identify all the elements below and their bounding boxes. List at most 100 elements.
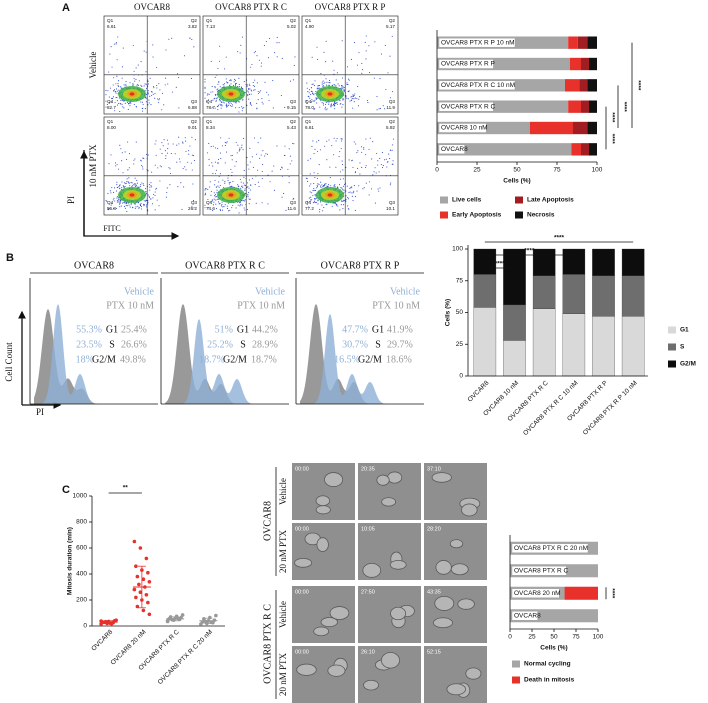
legend-label: G1 <box>680 327 689 334</box>
event-dot <box>116 201 118 203</box>
quadrant-name: Q4 <box>206 200 213 205</box>
density <box>129 193 135 197</box>
axis-title: Cells (%) <box>540 645 567 652</box>
event-dot <box>308 89 310 91</box>
event-dot <box>227 202 229 204</box>
event-dot <box>247 196 249 198</box>
event-dot <box>158 205 160 207</box>
event-dot <box>178 158 181 160</box>
event-dot <box>193 207 195 209</box>
quadrant-name: Q1 <box>206 18 213 23</box>
event-dot <box>319 185 322 187</box>
event-dot <box>126 178 128 180</box>
event-dot <box>322 80 324 82</box>
cell <box>363 679 380 691</box>
event-dot <box>130 102 132 104</box>
event-dot <box>165 77 167 79</box>
event-dot <box>248 187 250 189</box>
event-dot <box>353 190 355 192</box>
event-dot <box>348 159 350 161</box>
event-dot <box>338 184 341 186</box>
quadrant-value: 4.90 <box>305 24 314 29</box>
event-dot <box>217 104 220 106</box>
bar-segment <box>592 275 615 317</box>
axis-title: Mitosis duration (min) <box>67 527 74 595</box>
event-dot <box>116 97 118 99</box>
phase-value: 49.8% <box>120 354 146 365</box>
phase-value: 25.4% <box>121 324 147 335</box>
axis-label: Cell Count <box>4 342 14 382</box>
event-dot <box>391 35 393 37</box>
event-dot <box>134 80 136 82</box>
event-dot <box>350 99 352 102</box>
event-dot <box>308 96 310 98</box>
event-dot <box>142 103 144 105</box>
event-dot <box>219 99 221 101</box>
event-dot <box>260 62 262 64</box>
event-dot <box>136 186 138 188</box>
event-dot <box>127 108 129 111</box>
event-dot <box>218 181 220 183</box>
event-dot <box>314 85 316 87</box>
row-label: Vehicle <box>278 601 288 628</box>
x-tick-label: 25 <box>473 167 481 174</box>
event-dot <box>214 184 216 186</box>
event-dot <box>191 154 193 156</box>
event-dot <box>160 166 162 168</box>
event-dot <box>273 189 275 191</box>
event-dot <box>113 197 115 199</box>
event-dot <box>135 206 137 208</box>
event-dot <box>230 79 232 81</box>
event-dot <box>257 169 259 171</box>
event-dot <box>314 198 316 200</box>
event-dot <box>347 205 349 207</box>
event-dot <box>246 157 248 159</box>
quadrant-name: Q2 <box>389 119 396 124</box>
event-dot <box>212 210 214 212</box>
event-dot <box>116 104 118 106</box>
bar-segment <box>592 248 615 276</box>
event-dot <box>112 84 114 86</box>
event-dot <box>118 85 120 88</box>
event-dot <box>244 185 247 187</box>
x-tick-label: 100 <box>592 167 603 174</box>
event-dot <box>172 143 174 145</box>
event-dot <box>134 185 136 188</box>
event-dot <box>143 50 145 52</box>
event-dot <box>319 106 321 108</box>
event-dot <box>223 85 225 87</box>
event-dot <box>133 163 135 165</box>
event-dot <box>229 181 231 183</box>
event-dot <box>225 81 228 83</box>
event-dot <box>249 198 251 200</box>
event-dot <box>312 100 314 102</box>
event-dot <box>359 162 361 164</box>
event-dot <box>215 208 218 210</box>
event-dot <box>379 187 381 189</box>
phase-name: G2/M <box>92 354 116 365</box>
event-dot <box>247 194 249 196</box>
bar-segment <box>573 121 588 135</box>
event-dot <box>326 108 328 110</box>
event-dot <box>233 78 236 80</box>
event-dot <box>342 208 344 210</box>
event-dot <box>117 83 119 85</box>
cell <box>362 562 382 578</box>
event-dot <box>318 87 320 89</box>
event-dot <box>310 94 312 96</box>
event-dot <box>266 91 268 93</box>
data-point <box>146 570 150 575</box>
event-dot <box>121 181 123 183</box>
event-dot <box>311 192 313 194</box>
event-dot <box>294 56 296 58</box>
event-dot <box>171 91 173 93</box>
event-dot <box>306 82 308 84</box>
event-dot <box>148 99 150 101</box>
event-dot <box>151 171 153 173</box>
event-dot <box>337 83 339 85</box>
event-dot <box>161 152 163 155</box>
event-dot <box>244 189 246 191</box>
event-dot <box>182 141 184 143</box>
y-tick-label: 800 <box>76 519 87 526</box>
event-dot <box>133 184 135 186</box>
